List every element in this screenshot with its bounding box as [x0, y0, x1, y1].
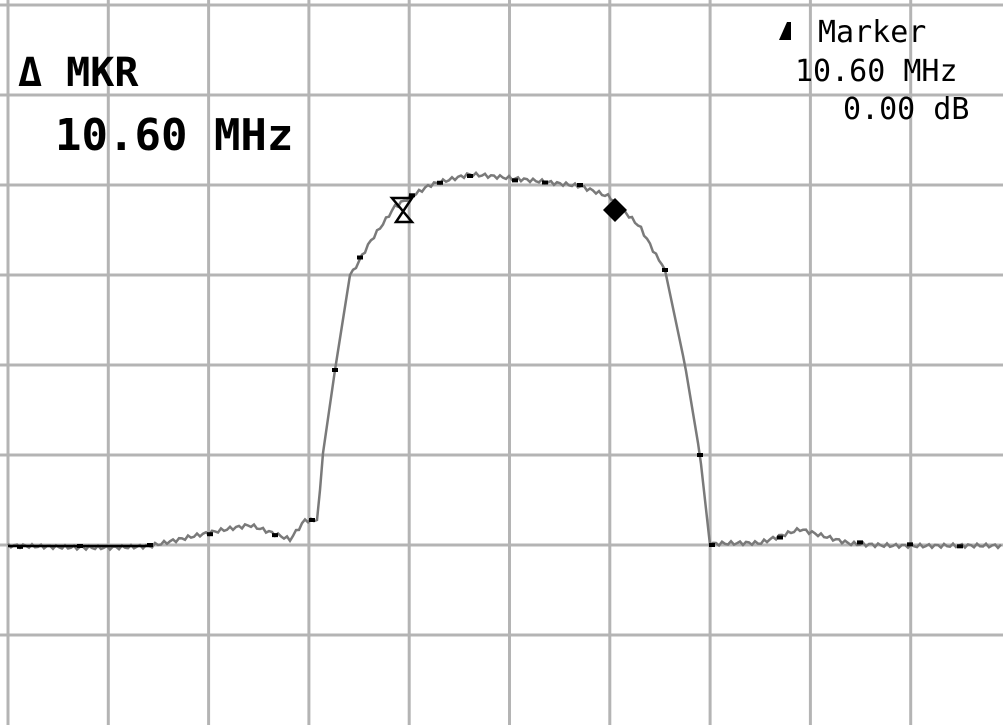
annotation-frequency: 10.60 MHz [795, 54, 958, 89]
delta-icon [779, 22, 791, 40]
trace-dot [662, 268, 668, 272]
reference-marker [389, 196, 415, 224]
trace-dot [709, 543, 715, 547]
marker-mode: Δ MKR [18, 50, 139, 96]
trace [7, 170, 1002, 552]
trace-dot [207, 532, 213, 537]
trace-dots [8, 174, 963, 549]
trace-dot [697, 453, 703, 457]
marker-frequency: 10.60 MHz [55, 110, 293, 161]
annotation-level: 0.00 dB [843, 92, 969, 127]
trace-dot [512, 178, 518, 183]
trace-dot [309, 518, 315, 522]
trace-dot [467, 174, 473, 178]
trace-dot [357, 255, 363, 260]
trace-dot [437, 180, 443, 185]
trace-dot [857, 540, 863, 545]
annotation-title: Marker [818, 15, 926, 50]
trace-dot [409, 193, 415, 198]
trace-dot [332, 368, 338, 372]
trace-dot [577, 183, 583, 187]
trace-dot [777, 535, 783, 540]
delta-marker [603, 198, 627, 222]
trace-dot [272, 533, 278, 538]
trace-dot [957, 544, 963, 549]
trace-dot [542, 180, 548, 185]
trace-dot [907, 542, 913, 547]
